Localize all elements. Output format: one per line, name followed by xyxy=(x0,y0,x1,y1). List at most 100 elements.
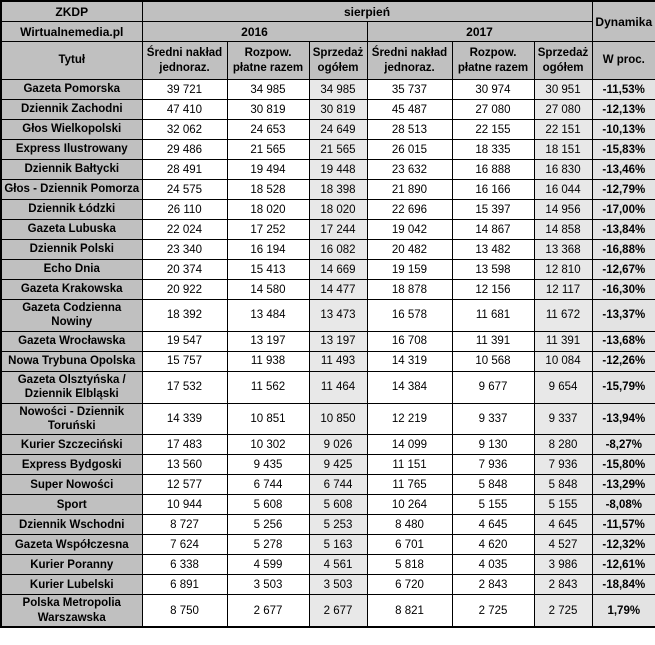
table-row: Gazeta Pomorska 39 721 34 985 34 985 35 737 3… xyxy=(0,79,655,100)
table-row: Gazeta Lubuska 22 024 17 252 17 244 19 042 14… xyxy=(0,219,655,240)
naklad-2017-value: 23 632 xyxy=(366,159,453,180)
rozpow-2016-value: 5 278 xyxy=(226,534,310,556)
newspaper-title: Gazeta Codzienna Nowiny xyxy=(0,299,143,332)
table-row: Kurier Poranny 6 338 4 599 4 561 5 818 4 035 3… xyxy=(0,554,655,576)
sprzedaz-2016-value: 5 253 xyxy=(308,514,368,536)
naklad-2016-value: 18 392 xyxy=(141,299,228,332)
circulation-table-container: ZKDP sierpień Dynamika Wirtualnemedia.pl… xyxy=(0,0,655,628)
rozpow-2016-value: 34 985 xyxy=(226,79,310,100)
table-row: Dziennik Wschodni 8 727 5 256 5 253 8 480 4 6… xyxy=(0,514,655,536)
rozpow-2016-value: 5 608 xyxy=(226,494,310,516)
rozpow-2017-value: 10 568 xyxy=(451,350,535,372)
naklad-2017-value: 10 264 xyxy=(366,494,453,516)
sprzedaz-2016-value: 17 244 xyxy=(308,219,368,240)
dynamics-percent-value: -11,53% xyxy=(591,79,655,100)
sprzedaz-2016-value: 18 020 xyxy=(308,199,368,220)
rozpow-2017-value: 22 155 xyxy=(451,119,535,140)
newspaper-title: Polska Metropolia Warszawska xyxy=(0,594,143,628)
naklad-2016-value: 22 024 xyxy=(141,219,228,240)
rozpow-2017-value: 14 867 xyxy=(451,219,535,240)
sprzedaz-2017-value: 5 155 xyxy=(533,494,593,516)
table-row: Kurier Szczeciński 17 483 10 302 9 026 14 09… xyxy=(0,434,655,456)
newspaper-title: Głos - Dziennik Pomorza xyxy=(0,179,143,200)
table-row: Gazeta Codzienna Nowiny 18 392 13 484 13 47… xyxy=(0,299,655,332)
table-row: Nowa Trybuna Opolska 15 757 11 938 11 493 14… xyxy=(0,350,655,372)
rozpow-2016-value: 15 413 xyxy=(226,259,310,280)
dynamics-percent-value: -15,79% xyxy=(591,370,655,404)
dynamics-percent-value: -17,00% xyxy=(591,199,655,220)
table-row: Gazeta Wrocławska 19 547 13 197 13 197 16 70… xyxy=(0,330,655,352)
rozpow-2016-value: 18 020 xyxy=(226,199,310,220)
sprzedaz-2017-value: 30 951 xyxy=(533,79,593,100)
newspaper-title: Gazeta Lubuska xyxy=(0,219,143,240)
naklad-2017-value: 26 015 xyxy=(366,139,453,160)
naklad-2017-value: 14 384 xyxy=(366,370,453,404)
dynamics-percent-value: -13,29% xyxy=(591,474,655,496)
rozpow-2016-value: 10 302 xyxy=(226,434,310,456)
rozpow-2017-value: 15 397 xyxy=(451,199,535,220)
naklad-2016-value: 13 560 xyxy=(141,454,228,476)
table-row: Głos - Dziennik Pomorza 24 575 18 528 18 39… xyxy=(0,179,655,200)
newspaper-title: Dziennik Zachodni xyxy=(0,99,143,120)
rozpow-2016-value: 14 580 xyxy=(226,279,310,300)
dynamics-percent-value: -12,61% xyxy=(591,554,655,576)
sprzedaz-2017-value: 9 654 xyxy=(533,370,593,404)
naklad-2017-value: 45 487 xyxy=(366,99,453,120)
naklad-2016-value: 17 532 xyxy=(141,370,228,404)
sprzedaz-2017-value: 22 151 xyxy=(533,119,593,140)
naklad-2017-value: 11 765 xyxy=(366,474,453,496)
sprzedaz-2017-value: 16 830 xyxy=(533,159,593,180)
rozpow-2017-value: 12 156 xyxy=(451,279,535,300)
newspaper-title: Echo Dnia xyxy=(0,259,143,280)
table-row: Dziennik Polski 23 340 16 194 16 082 20 482 1… xyxy=(0,239,655,260)
rozpow-2017-value: 4 620 xyxy=(451,534,535,556)
table-row: Polska Metropolia Warszawska 8 750 2 677 2 … xyxy=(0,594,655,628)
newspaper-title: Gazeta Olsztyńska / Dziennik Elbląski xyxy=(0,370,143,404)
sprzedaz-2017-value: 10 084 xyxy=(533,350,593,372)
rozpow-2017-value: 18 335 xyxy=(451,139,535,160)
table-row: Dziennik Łódzki 26 110 18 020 18 020 22 696 1… xyxy=(0,199,655,220)
dynamics-percent-value: -12,67% xyxy=(591,259,655,280)
month-header: sierpień xyxy=(141,0,593,22)
naklad-2017-value: 28 513 xyxy=(366,119,453,140)
sprzedaz-2017-value: 13 368 xyxy=(533,239,593,260)
sprzedaz-2016-value: 2 677 xyxy=(308,594,368,628)
newspaper-title: Nowości - Dziennik Toruński xyxy=(0,402,143,436)
naklad-2017-value: 6 701 xyxy=(366,534,453,556)
newspaper-title: Gazeta Krakowska xyxy=(0,279,143,300)
naklad-2016-value: 6 891 xyxy=(141,574,228,596)
naklad-2017-value: 18 878 xyxy=(366,279,453,300)
year-2017-header: 2017 xyxy=(366,21,593,42)
rozpow-2017-value: 27 080 xyxy=(451,99,535,120)
newspaper-title: Kurier Poranny xyxy=(0,554,143,576)
rozpow-2017-value: 4 645 xyxy=(451,514,535,536)
table-row: Nowości - Dziennik Toruński 14 339 10 851 1… xyxy=(0,402,655,436)
naklad-2016-value: 23 340 xyxy=(141,239,228,260)
dynamics-percent-value: -8,08% xyxy=(591,494,655,516)
sprzedaz-2016-value: 24 649 xyxy=(308,119,368,140)
dynamics-percent-value: -10,13% xyxy=(591,119,655,140)
rozpow-2016-value: 5 256 xyxy=(226,514,310,536)
percent-column-header: W proc. xyxy=(591,41,655,80)
naklad-2016-value: 8 727 xyxy=(141,514,228,536)
naklad-2016-value: 8 750 xyxy=(141,594,228,628)
naklad-2016-value: 10 944 xyxy=(141,494,228,516)
brand-source-label: Wirtualnemedia.pl xyxy=(0,21,143,42)
naklad-2016-value: 19 547 xyxy=(141,330,228,352)
rozpow-2016-value: 13 484 xyxy=(226,299,310,332)
naklad-2016-value: 7 624 xyxy=(141,534,228,556)
header-row-top: ZKDP sierpień Dynamika xyxy=(0,0,655,42)
sprzedaz-2017-value: 8 280 xyxy=(533,434,593,456)
rozpow-2016-value: 10 851 xyxy=(226,402,310,436)
newspaper-title: Dziennik Polski xyxy=(0,239,143,260)
dynamics-percent-value: -15,83% xyxy=(591,139,655,160)
sprzedaz-2016-value: 13 473 xyxy=(308,299,368,332)
dynamics-percent-value: -13,46% xyxy=(591,159,655,180)
brand-zkdp-label: ZKDP xyxy=(0,0,143,22)
naklad-2016-value: 47 410 xyxy=(141,99,228,120)
rozpow-2017-value: 13 598 xyxy=(451,259,535,280)
newspaper-title: Dziennik Wschodni xyxy=(0,514,143,536)
sprzedaz-2016-value: 16 082 xyxy=(308,239,368,260)
title-column-header: Tytuł xyxy=(0,41,143,80)
sprzedaz-2016-value: 4 561 xyxy=(308,554,368,576)
